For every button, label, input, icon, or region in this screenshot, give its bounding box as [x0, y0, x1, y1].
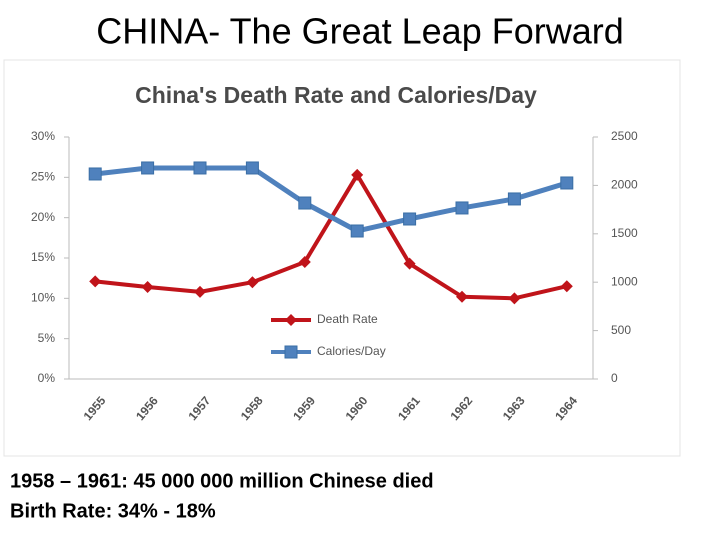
legend-marker	[284, 345, 298, 359]
legend-marker	[285, 314, 297, 326]
chart-title: China's Death Rate and Calories/Day	[135, 82, 537, 108]
marker	[507, 192, 521, 206]
marker	[560, 280, 573, 293]
marker	[88, 167, 102, 181]
y2-tick-label: 500	[611, 323, 631, 337]
y2-tick-label: 1000	[611, 274, 638, 288]
y2-tick-label: 2000	[611, 178, 638, 192]
marker	[560, 176, 574, 190]
y-tick-label: 0%	[38, 371, 56, 385]
y-tick-label: 30%	[31, 129, 55, 143]
marker	[350, 224, 364, 238]
y2-tick-label: 2500	[611, 129, 638, 143]
chart-frame	[3, 59, 681, 457]
marker	[508, 292, 521, 305]
note: Birth Rate: 34% - 18%	[10, 500, 216, 522]
marker	[194, 285, 206, 298]
marker	[141, 161, 155, 175]
marker	[89, 275, 102, 288]
y-tick-label: 25%	[31, 170, 55, 184]
y-tick-label: 5%	[38, 331, 56, 345]
y-tick-label: 15%	[31, 250, 55, 264]
marker	[455, 201, 469, 215]
marker	[403, 212, 417, 226]
slide-title: CHINA- The Great Leap Forward	[96, 11, 624, 52]
marker	[456, 290, 468, 303]
marker	[298, 196, 312, 210]
marker	[141, 281, 154, 294]
marker	[298, 256, 311, 269]
y2-tick-label: 1500	[611, 226, 638, 240]
legend-label: Calories/Day	[317, 344, 386, 358]
y2-tick-label: 0	[611, 371, 618, 385]
series-line	[94, 165, 568, 234]
y-tick-label: 10%	[31, 291, 55, 305]
marker	[403, 257, 416, 270]
legend-label: Death Rate	[317, 312, 378, 326]
marker	[351, 168, 364, 181]
y-tick-label: 20%	[31, 210, 55, 224]
marker	[193, 161, 207, 175]
note: 1958 – 1961: 45 000 000 million Chinese …	[10, 470, 434, 492]
marker	[245, 161, 259, 175]
marker	[246, 276, 259, 289]
